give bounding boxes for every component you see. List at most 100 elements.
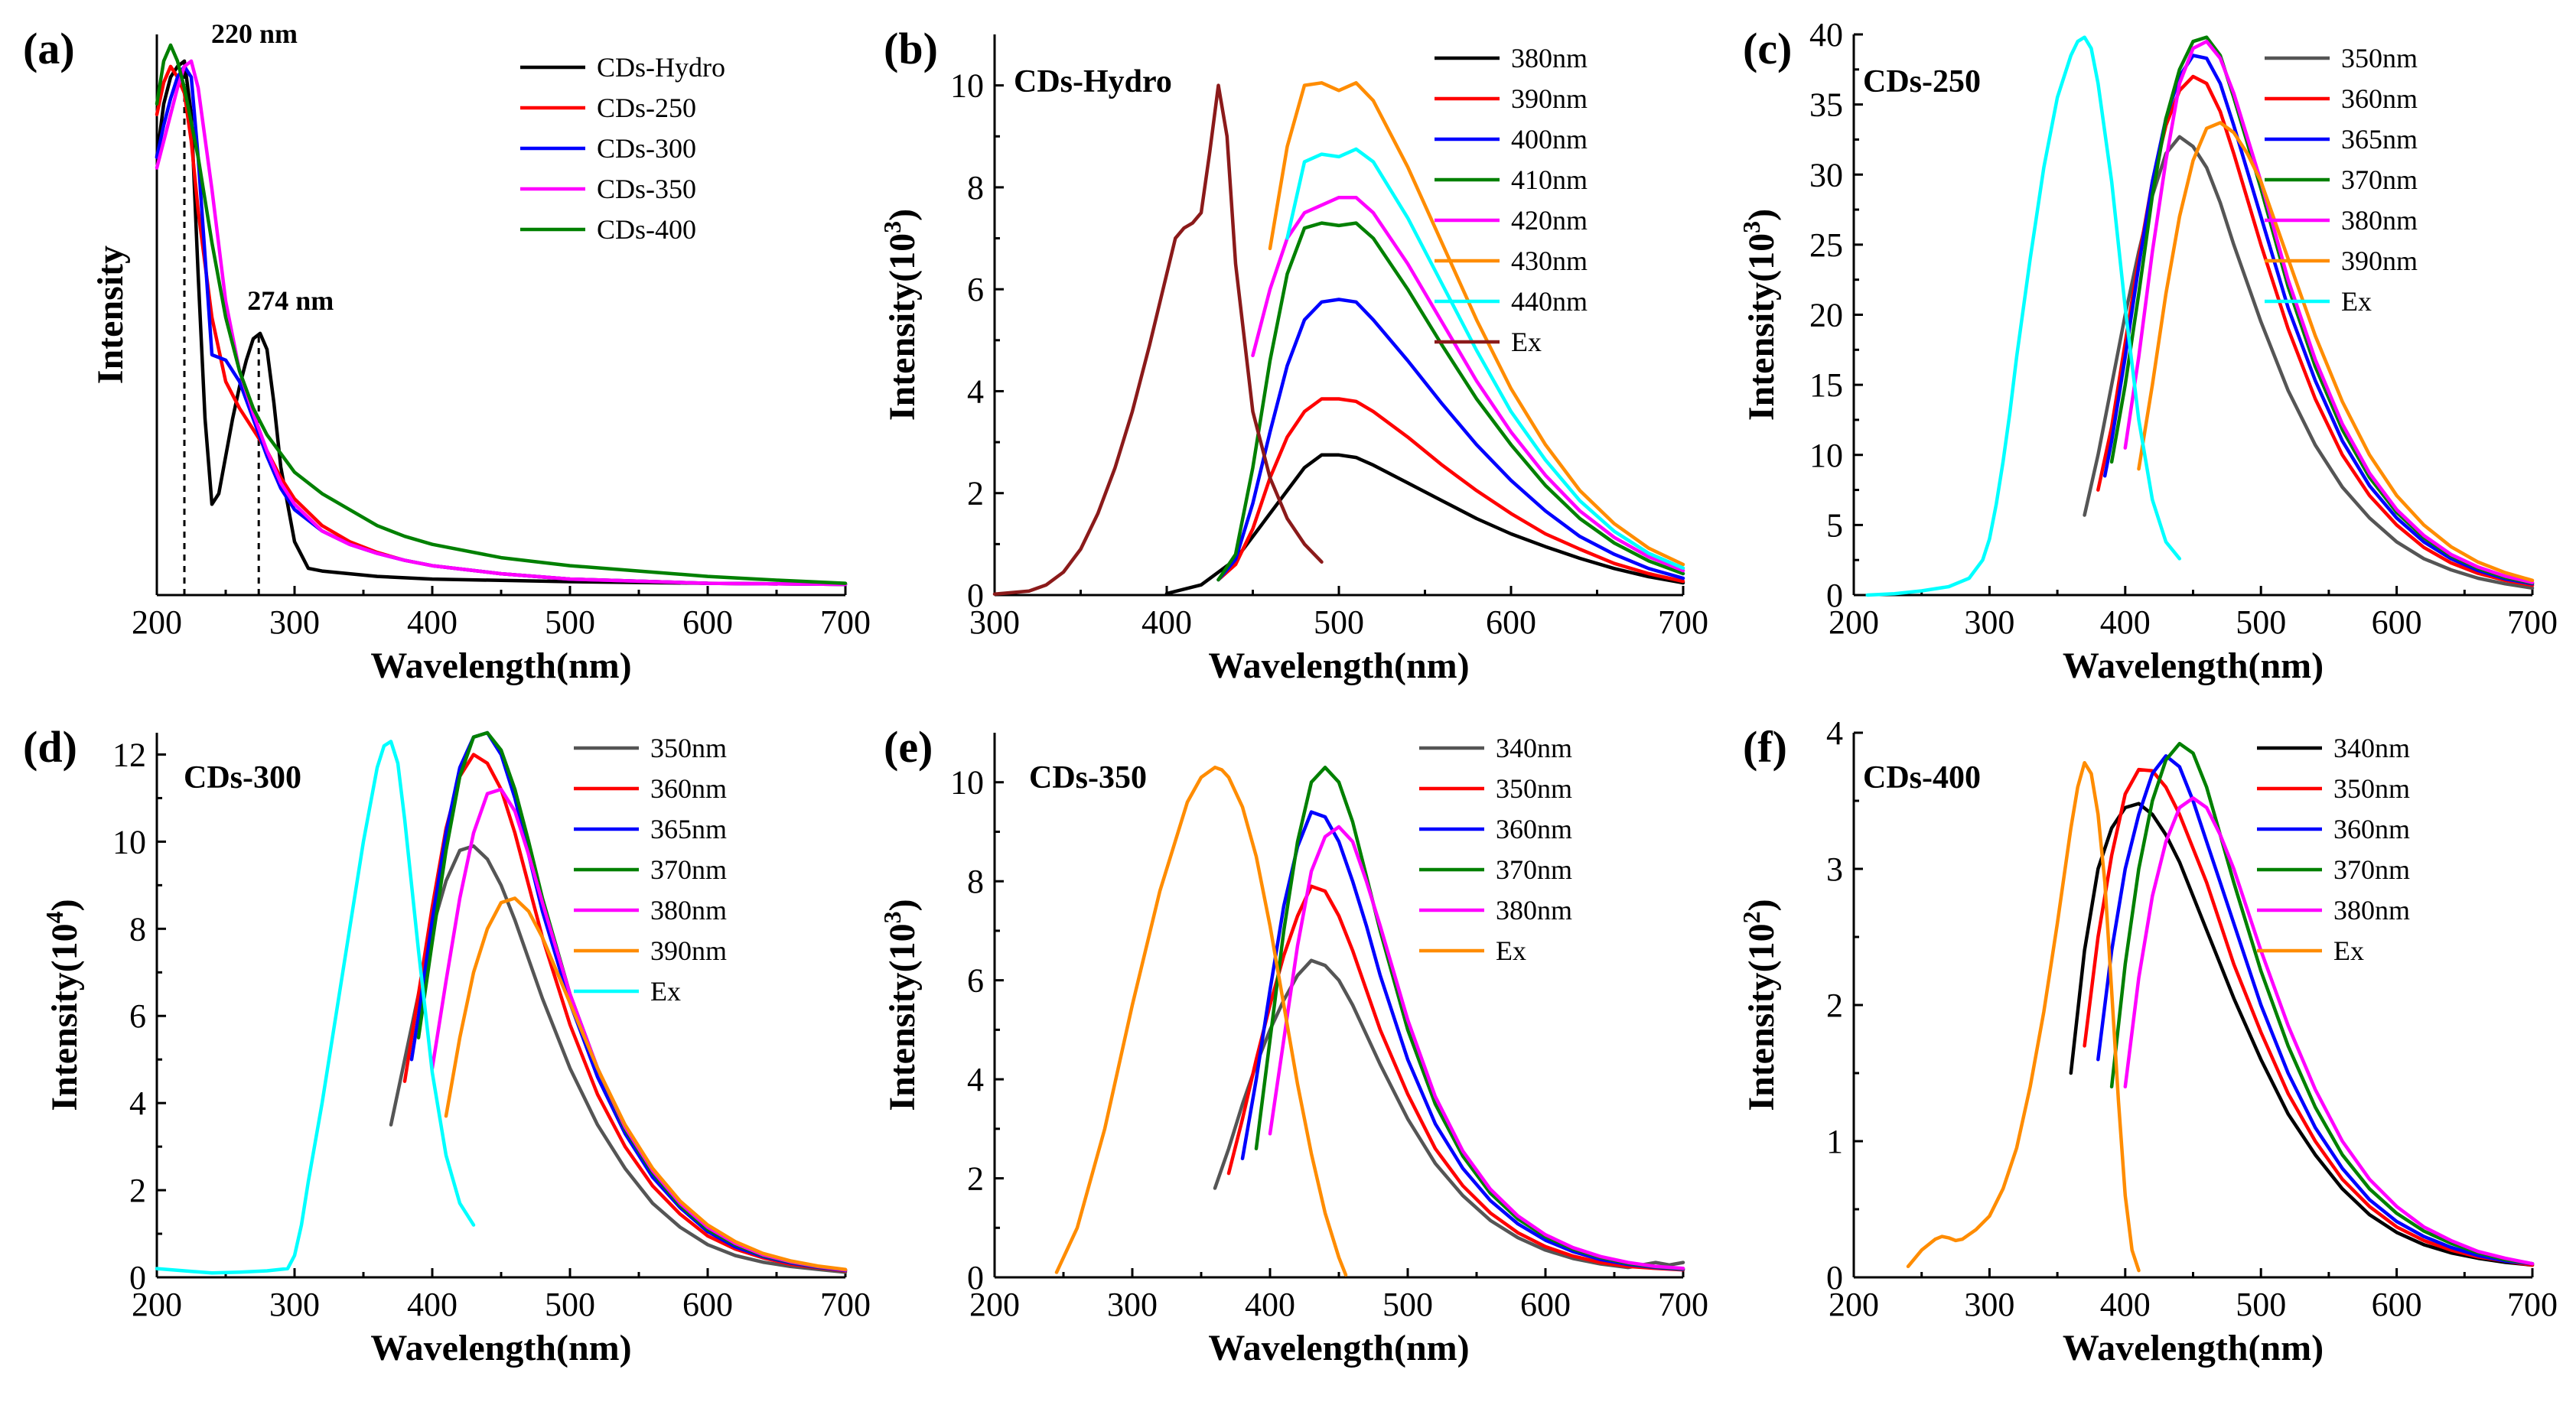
- x-tick-label: 300: [969, 603, 1020, 641]
- legend-entry: 360nm: [650, 773, 727, 804]
- legend-entry: 370nm: [650, 854, 727, 885]
- y-tick-label: 30: [1809, 156, 1843, 194]
- legend-entry: Ex: [1511, 327, 1542, 357]
- legend-entry: CDs-250: [597, 93, 696, 123]
- x-tick-label: 600: [682, 1286, 733, 1323]
- series-line: [155, 59, 848, 587]
- legend-entry: Ex: [1496, 935, 1526, 966]
- series-line: [1268, 825, 1685, 1270]
- sample-label: CDs-400: [1863, 760, 1981, 795]
- legend-entry: 380nm: [2341, 205, 2418, 236]
- legend-entry: 370nm: [2341, 164, 2418, 195]
- x-tick-label: 200: [132, 1286, 182, 1323]
- x-tick-label: 300: [1107, 1286, 1158, 1323]
- series-line: [2109, 741, 2535, 1266]
- legend-entry: 390nm: [650, 935, 727, 966]
- x-tick-label: 500: [1314, 603, 1364, 641]
- legend-entry: Ex: [650, 976, 681, 1007]
- panel-d: (d) CDs-300 200 300 400 500 600 700 0 2 4 6 8 10 12 Wav…: [23, 722, 871, 1368]
- x-tick-label: 400: [407, 1286, 458, 1323]
- series-line: [2083, 767, 2535, 1267]
- x-axis-label: Wavelength(nm): [1208, 646, 1469, 686]
- sample-label: CDs-300: [184, 760, 301, 795]
- x-tick-label: 400: [2100, 1286, 2151, 1323]
- y-axis-label-exponent: 4: [41, 911, 68, 923]
- peak-annotation: 220 nm: [211, 18, 298, 49]
- y-tick-label: 15: [1809, 366, 1843, 404]
- x-tick-label: 400: [1245, 1286, 1295, 1323]
- series-line: [155, 740, 476, 1275]
- panel-f: (f) CDs-400 200 300 400 500 600 700 0 1 2 3 4 Wavelen…: [1737, 714, 2558, 1368]
- y-tick-label: 8: [967, 169, 984, 207]
- y-tick-label: 10: [112, 823, 146, 860]
- x-tick-label: 600: [1520, 1286, 1571, 1323]
- y-tick-label: 2: [1826, 987, 1843, 1024]
- legend-entry: 380nm: [650, 895, 727, 925]
- series-line: [1268, 81, 1685, 567]
- y-axis-label: Intensity: [90, 246, 131, 384]
- peak-annotation: 274 nm: [247, 285, 334, 316]
- y-tick-label: 2: [129, 1172, 146, 1209]
- panel-c: (c) CDs-250 200 300 400 500 600 700 0 5 10 15 20 25 30…: [1737, 16, 2558, 686]
- legend-entry: 370nm: [2333, 854, 2410, 885]
- x-axis-label: Wavelength(nm): [370, 1328, 631, 1368]
- legend-entry: 365nm: [650, 814, 727, 844]
- series-line: [2123, 39, 2535, 584]
- y-axis-label-close: ): [882, 899, 923, 911]
- legend-entry: 370nm: [1496, 854, 1572, 885]
- legend-entry: 350nm: [1496, 773, 1572, 804]
- legend-entry: 390nm: [1511, 83, 1588, 114]
- x-tick-label: 700: [2507, 603, 2558, 641]
- series-line: [409, 730, 848, 1273]
- series-line: [444, 896, 848, 1271]
- series-line: [155, 59, 848, 587]
- x-tick-label: 400: [1141, 603, 1192, 641]
- panel-label: (b): [884, 24, 938, 73]
- x-tick-label: 600: [2372, 1286, 2422, 1323]
- x-axis-label: Wavelength(nm): [370, 646, 631, 686]
- sample-label: CDs-250: [1863, 64, 1981, 99]
- legend-entry: 340nm: [1496, 733, 1572, 763]
- series-line: [2083, 135, 2535, 590]
- y-axis-label-exponent: 3: [878, 911, 906, 923]
- x-tick-label: 700: [820, 603, 871, 641]
- y-tick-label: 6: [967, 962, 984, 1000]
- y-tick-label: 35: [1809, 86, 1843, 124]
- legend-entry: CDs-Hydro: [597, 52, 725, 83]
- panel-b: (b) CDs-Hydro 300 400 500 600 700 0 2 4 6 8 10 Wavele…: [878, 24, 1708, 686]
- y-tick-label: 40: [1809, 16, 1843, 54]
- y-tick-label: 8: [129, 910, 146, 948]
- legend-entry: 360nm: [2333, 814, 2410, 844]
- series-line: [1251, 195, 1685, 573]
- x-tick-label: 700: [820, 1286, 871, 1323]
- y-axis-label: Intensity(103): [1737, 209, 1782, 421]
- y-tick-label: 1: [1826, 1123, 1843, 1160]
- y-tick-label: 0: [967, 577, 984, 614]
- series-line: [2096, 754, 2535, 1266]
- series-line: [992, 83, 1324, 596]
- y-axis-label-close: ): [44, 899, 85, 911]
- y-tick-label: 6: [967, 271, 984, 308]
- legend-entry: Ex: [2341, 286, 2372, 317]
- x-tick-label: 300: [269, 1286, 320, 1323]
- series-line: [2069, 802, 2535, 1267]
- panel-label: (e): [884, 722, 933, 772]
- y-axis-label-close: ): [1741, 899, 1782, 911]
- x-tick-label: 600: [1486, 603, 1536, 641]
- y-axis-label-close: ): [882, 209, 923, 221]
- sample-label: CDs-350: [1029, 760, 1147, 795]
- y-tick-label: 0: [967, 1259, 984, 1296]
- legend-entry: 350nm: [2333, 773, 2410, 804]
- legend-entry: 440nm: [1511, 286, 1588, 317]
- y-axis-label: Intensity(104): [41, 899, 85, 1111]
- y-tick-label: 10: [950, 67, 984, 105]
- x-tick-label: 700: [2507, 1286, 2558, 1323]
- y-tick-label: 5: [1826, 506, 1843, 544]
- legend-entry: CDs-300: [597, 133, 696, 164]
- x-tick-label: 500: [2236, 1286, 2286, 1323]
- panel-a: (a) 200 300 400 500 600 700 Wavelength(nm) Inten…: [23, 18, 871, 686]
- legend-entry: 400nm: [1511, 124, 1588, 155]
- legend-entry: 380nm: [1496, 895, 1572, 925]
- legend-entry: 410nm: [1511, 164, 1588, 195]
- x-tick-label: 300: [269, 603, 320, 641]
